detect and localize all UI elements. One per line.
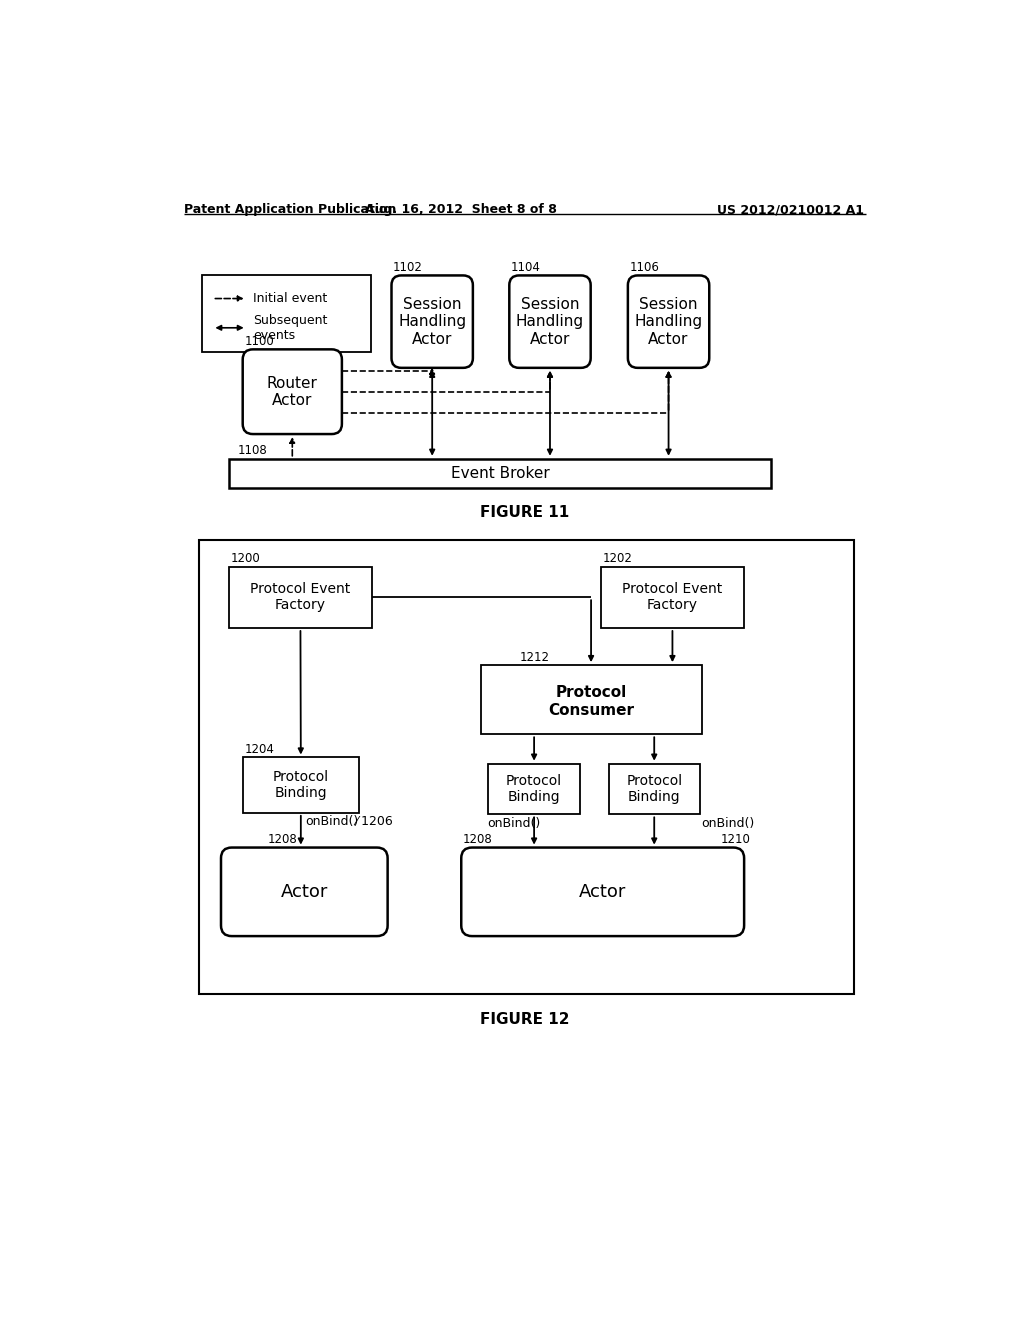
Text: Aug. 16, 2012  Sheet 8 of 8: Aug. 16, 2012 Sheet 8 of 8 (366, 203, 557, 216)
Text: Protocol: Protocol (555, 685, 627, 700)
Bar (228, 566, 372, 628)
FancyBboxPatch shape (509, 276, 591, 368)
Text: 1104: 1104 (511, 261, 541, 275)
Bar (228, 459, 771, 488)
Text: 1106: 1106 (630, 261, 659, 275)
Text: 1200: 1200 (230, 552, 260, 565)
Text: US 2012/0210012 A1: US 2012/0210012 A1 (717, 203, 864, 216)
Text: FIGURE 11: FIGURE 11 (480, 506, 569, 520)
FancyBboxPatch shape (243, 350, 342, 434)
Text: 1204: 1204 (245, 743, 274, 756)
Bar (200, 540, 854, 994)
Text: Actor: Actor (281, 883, 328, 900)
Text: Event Broker: Event Broker (451, 466, 549, 480)
Text: 1208: 1208 (463, 833, 493, 846)
FancyBboxPatch shape (221, 847, 388, 936)
Text: Actor: Actor (579, 883, 627, 900)
Text: 1100: 1100 (245, 335, 274, 348)
Text: Subsequent
events: Subsequent events (253, 314, 327, 342)
FancyBboxPatch shape (391, 276, 473, 368)
Text: 1208: 1208 (267, 833, 297, 846)
Text: onBind(): onBind() (701, 817, 755, 830)
Bar (608, 763, 700, 814)
Text: FIGURE 12: FIGURE 12 (480, 1011, 569, 1027)
Text: 1212: 1212 (519, 651, 549, 664)
Text: Initial event: Initial event (253, 292, 327, 305)
Bar (243, 758, 359, 813)
Text: Protocol
Binding: Protocol Binding (506, 774, 562, 804)
Text: Protocol Event
Factory: Protocol Event Factory (250, 582, 350, 612)
Bar (202, 276, 371, 352)
Text: 1102: 1102 (393, 261, 423, 275)
Text: Session
Handling
Actor: Session Handling Actor (635, 297, 702, 347)
Text: onBind(): onBind() (486, 817, 540, 830)
Bar (601, 566, 744, 628)
Text: Patent Application Publication: Patent Application Publication (183, 203, 396, 216)
Text: Session
Handling
Actor: Session Handling Actor (398, 297, 466, 347)
Text: Router
Actor: Router Actor (267, 375, 317, 408)
Bar (480, 665, 701, 734)
Text: Consumer: Consumer (548, 704, 634, 718)
Text: Protocol Event
Factory: Protocol Event Factory (623, 582, 723, 612)
Text: 1108: 1108 (238, 444, 268, 457)
Text: Session
Handling
Actor: Session Handling Actor (516, 297, 584, 347)
Text: Protocol
Binding: Protocol Binding (272, 770, 329, 800)
FancyBboxPatch shape (628, 276, 710, 368)
Text: 1210: 1210 (721, 833, 751, 846)
Text: ⁄ 1206: ⁄ 1206 (355, 816, 393, 828)
Bar (488, 763, 580, 814)
Text: 1202: 1202 (602, 552, 632, 565)
Text: onBind(): onBind() (305, 816, 358, 828)
Text: Protocol
Binding: Protocol Binding (626, 774, 682, 804)
FancyBboxPatch shape (461, 847, 744, 936)
